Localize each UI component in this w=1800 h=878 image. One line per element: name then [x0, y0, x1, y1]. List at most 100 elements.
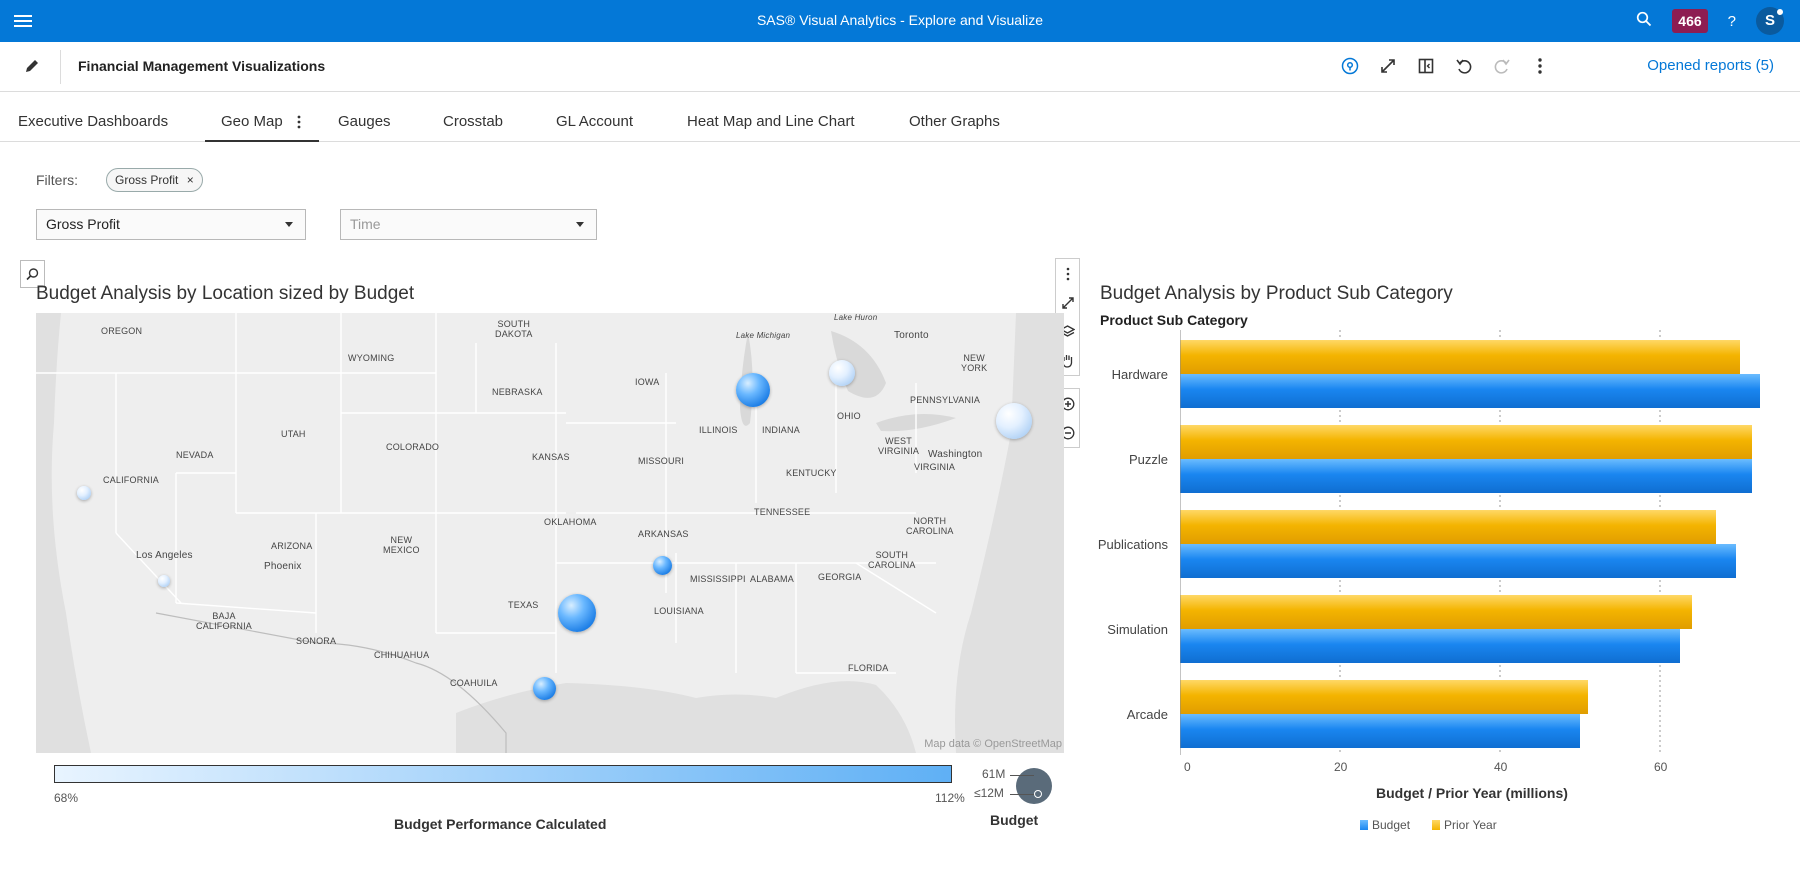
map-label-sonora: SONORA — [296, 636, 337, 646]
map-label-coahuila: COAHUILA — [450, 678, 498, 688]
page-tabs: Executive Dashboards Geo Map Gauges Cros… — [0, 92, 1800, 142]
bar-prior-year-puzzle[interactable] — [1180, 425, 1752, 459]
legend-prior-year-label: Prior Year — [1444, 818, 1497, 832]
size-legend-circle — [1016, 768, 1052, 804]
map-label-arizona: ARIZONA — [271, 541, 313, 551]
legend-budget[interactable]: Budget — [1360, 818, 1410, 832]
app-header: SAS® Visual Analytics - Explore and Visu… — [0, 0, 1800, 42]
x-tick-20: 20 — [1334, 760, 1348, 774]
category-label-publications: Publications — [1097, 537, 1168, 552]
undo-icon[interactable] — [1454, 56, 1474, 76]
map-basemap — [36, 313, 1064, 753]
map-more-icon[interactable] — [1056, 259, 1079, 288]
map-bubble-new-york[interactable] — [996, 403, 1032, 439]
bar-prior-year-simulation[interactable] — [1180, 595, 1692, 629]
bar-budget-simulation[interactable] — [1180, 629, 1680, 663]
map-bubble-los-angeles[interactable] — [158, 575, 170, 587]
map-label-arkansas: ARKANSAS — [638, 529, 689, 539]
size-legend-title: Budget — [990, 812, 1039, 828]
notification-badge[interactable]: 466 — [1672, 9, 1708, 33]
opened-reports-link[interactable]: Opened reports (5) — [1647, 57, 1774, 74]
user-avatar[interactable]: S — [1756, 7, 1784, 35]
size-legend-line-min — [1010, 794, 1034, 795]
map-label-illinois: ILLINOIS — [699, 425, 738, 435]
map-label-lake-michigan: Lake Michigan — [736, 331, 791, 340]
report-title: Financial Management Visualizations — [78, 58, 326, 74]
tab-other-graphs[interactable]: Other Graphs — [909, 113, 1000, 130]
map-label-los-angeles: Los Angeles — [136, 550, 193, 561]
map-label-south-carolina: SOUTH CAROLINA — [868, 550, 916, 570]
map-label-louisiana: LOUISIANA — [654, 606, 704, 616]
map-label-nevada: NEVADA — [176, 450, 214, 460]
map-label-new-york: NEW YORK — [961, 353, 988, 373]
filter-chip[interactable]: Gross Profit × — [106, 168, 203, 192]
more-options-icon[interactable] — [1530, 56, 1550, 76]
panel-toggle-icon[interactable] — [1416, 56, 1436, 76]
map-bubble-detroit[interactable] — [829, 360, 855, 386]
map-bubble-little-rock[interactable] — [653, 556, 672, 575]
expand-icon[interactable] — [1378, 56, 1398, 76]
category-axis-title: Product Sub Category — [1100, 312, 1248, 328]
measure-dropdown[interactable]: Gross Profit — [36, 209, 306, 240]
color-legend-min: 68% — [54, 791, 79, 805]
x-tick-0: 0 — [1184, 760, 1191, 774]
map-label-oklahoma: OKLAHOMA — [544, 517, 597, 527]
map-label-mississippi: MISSISSIPPI — [690, 574, 746, 584]
time-dropdown[interactable]: Time — [340, 209, 597, 240]
remove-filter-icon[interactable]: × — [186, 173, 194, 187]
x-tick-40: 40 — [1494, 760, 1508, 774]
redo-icon[interactable] — [1492, 56, 1512, 76]
tab-more-icon[interactable] — [297, 115, 301, 129]
bar-chart-plot[interactable] — [1180, 330, 1780, 760]
map-label-tennessee: TENNESSEE — [754, 507, 811, 517]
color-legend-bar — [54, 765, 952, 783]
avatar-initial: S — [1764, 12, 1775, 29]
tab-geo-map[interactable]: Geo Map — [205, 92, 319, 142]
category-label-arcade: Arcade — [1126, 707, 1168, 722]
map-attribution[interactable]: Map data © OpenStreetMap — [924, 738, 1062, 750]
map-label-indiana: INDIANA — [762, 425, 800, 435]
legend-budget-label: Budget — [1372, 818, 1411, 832]
bar-budget-puzzle[interactable] — [1180, 459, 1752, 493]
bar-prior-year-hardware[interactable] — [1180, 340, 1740, 374]
map-label-utah: UTAH — [281, 429, 306, 439]
category-label-simulation: Simulation — [1107, 622, 1168, 637]
filters-label: Filters: — [36, 172, 78, 188]
bar-prior-year-arcade[interactable] — [1180, 680, 1588, 714]
map-bubble-san-francisco[interactable] — [77, 486, 91, 500]
map-label-iowa: IOWA — [635, 377, 660, 387]
tab-geo-map-label: Geo Map — [221, 113, 283, 130]
measure-dropdown-value: Gross Profit — [46, 216, 120, 232]
location-pin-icon[interactable] — [1340, 56, 1360, 76]
tab-gl-account[interactable]: GL Account — [556, 113, 633, 130]
search-icon[interactable] — [1636, 11, 1652, 32]
map-label-missouri: MISSOURI — [638, 456, 685, 466]
map-bubble-chicago[interactable] — [736, 373, 770, 407]
map-bubble-san-antonio[interactable] — [533, 677, 556, 700]
maximize-icon[interactable] — [1056, 288, 1079, 317]
map-label-oregon: OREGON — [101, 326, 143, 336]
bar-budget-hardware[interactable] — [1180, 374, 1760, 408]
map-label-south-dakota: SOUTH DAKOTA — [495, 319, 533, 339]
tab-executive-dashboards[interactable]: Executive Dashboards — [18, 113, 169, 130]
size-legend-line-max — [1010, 775, 1034, 776]
bar-budget-publications[interactable] — [1180, 544, 1736, 578]
tab-gauges[interactable]: Gauges — [338, 113, 391, 130]
hamburger-menu-icon[interactable] — [14, 12, 32, 30]
size-legend-max: 61M — [982, 767, 1006, 781]
help-icon[interactable]: ? — [1727, 12, 1736, 30]
legend-prior-year[interactable]: Prior Year — [1432, 818, 1497, 832]
chevron-down-icon — [285, 222, 293, 227]
bar-prior-year-publications[interactable] — [1180, 510, 1716, 544]
bar-budget-arcade[interactable] — [1180, 714, 1580, 748]
value-axis-title: Budget / Prior Year (millions) — [1376, 785, 1568, 801]
map-search-button[interactable] — [20, 260, 45, 288]
edit-pencil-icon[interactable] — [22, 56, 42, 76]
tab-heat-map-line-chart[interactable]: Heat Map and Line Chart — [687, 113, 855, 130]
tab-crosstab[interactable]: Crosstab — [443, 113, 504, 130]
app-title: SAS® Visual Analytics - Explore and Visu… — [756, 12, 1044, 28]
divider — [60, 50, 61, 84]
geo-map[interactable]: OREGON SOUTH DAKOTA WYOMING NEBRASKA IOW… — [36, 313, 1064, 753]
map-bubble-dallas[interactable] — [558, 594, 596, 632]
map-label-north-carolina: NORTH CAROLINA — [906, 516, 954, 536]
